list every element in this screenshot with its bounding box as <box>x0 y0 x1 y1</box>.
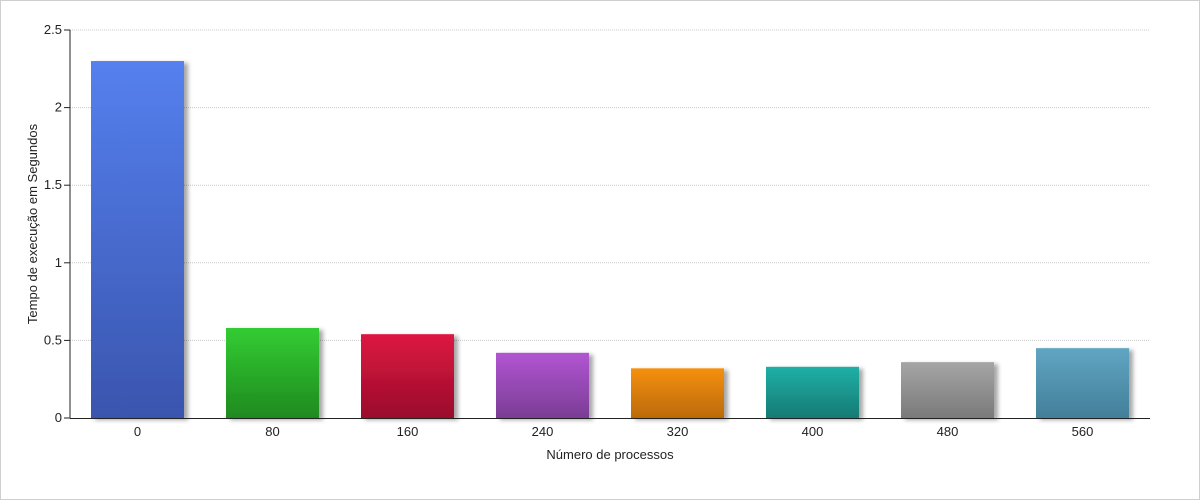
grid-lines <box>70 29 1150 341</box>
x-tick-label: 80 <box>265 424 279 439</box>
y-tick-label: 2 <box>55 100 62 115</box>
x-tick-label: 400 <box>802 424 824 439</box>
bar-560 <box>1036 348 1129 418</box>
y-tick-label: 1 <box>55 255 62 270</box>
x-axis-label: Número de processos <box>546 447 674 462</box>
x-tick-labels: 0 80 160 240 320 400 480 560 <box>134 424 1093 439</box>
bar-400 <box>766 366 859 418</box>
x-tick-label: 480 <box>937 424 959 439</box>
y-tick-label: 0.5 <box>44 332 62 347</box>
bar-480 <box>901 362 994 418</box>
y-tick-label: 2.5 <box>44 22 62 37</box>
bar-320 <box>631 368 724 418</box>
bar-0 <box>91 61 184 418</box>
x-tick-label: 0 <box>134 424 141 439</box>
bar-240 <box>496 352 589 418</box>
bar-80 <box>226 327 319 418</box>
y-tick-label: 0 <box>55 410 62 425</box>
x-tick-label: 560 <box>1072 424 1094 439</box>
y-tick-label: 1.5 <box>44 177 62 192</box>
bar-160 <box>361 334 454 418</box>
x-tick-label: 320 <box>667 424 689 439</box>
y-axis-label: Tempo de execução em Segundos <box>25 123 40 324</box>
x-tick-label: 240 <box>532 424 554 439</box>
x-tick-label: 160 <box>397 424 419 439</box>
bars <box>91 61 1129 418</box>
y-tick-labels: 0 0.5 1 1.5 2 2.5 <box>44 22 62 425</box>
axes <box>64 29 1150 419</box>
